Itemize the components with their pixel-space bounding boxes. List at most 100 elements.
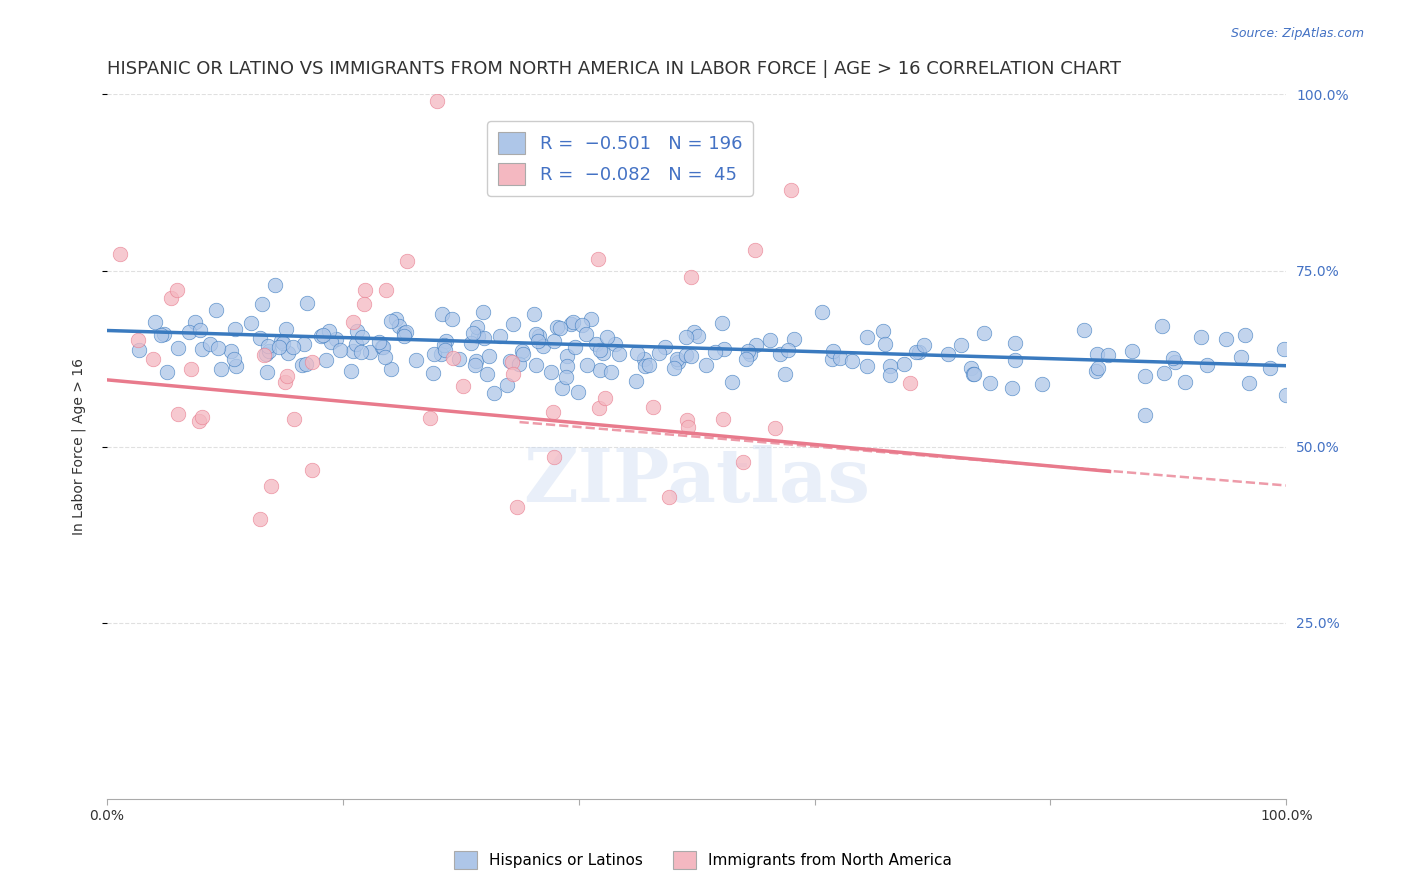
- Point: [156, 365, 179, 379]
- Point: [392, 326, 415, 340]
- Point: [256, 365, 278, 379]
- Point: [633, 351, 655, 366]
- Point: [224, 322, 246, 336]
- Point: [735, 351, 758, 366]
- Point: [523, 307, 546, 321]
- Point: [1215, 332, 1237, 346]
- Point: [745, 338, 768, 352]
- Point: [423, 347, 446, 361]
- Point: [1001, 380, 1024, 394]
- Point: [250, 297, 273, 311]
- Point: [191, 342, 214, 356]
- Point: [711, 412, 734, 426]
- Point: [451, 379, 474, 393]
- Point: [502, 367, 524, 381]
- Text: Source: ZipAtlas.com: Source: ZipAtlas.com: [1230, 27, 1364, 40]
- Point: [769, 346, 792, 360]
- Point: [350, 345, 373, 359]
- Point: [526, 334, 548, 348]
- Point: [254, 347, 277, 361]
- Point: [1121, 344, 1143, 359]
- Point: [609, 347, 631, 361]
- Point: [776, 343, 799, 358]
- Point: [759, 334, 782, 348]
- Point: [543, 334, 565, 349]
- Point: [841, 354, 863, 368]
- Point: [475, 367, 498, 381]
- Point: [856, 359, 879, 373]
- Point: [207, 341, 229, 355]
- Y-axis label: In Labor Force | Age > 16: In Labor Force | Age > 16: [72, 359, 86, 535]
- Point: [1004, 335, 1026, 350]
- Point: [142, 352, 165, 367]
- Point: [1258, 360, 1281, 375]
- Point: [555, 359, 578, 373]
- Point: [773, 367, 796, 381]
- Point: [908, 345, 931, 359]
- Point: [508, 357, 530, 371]
- Point: [127, 334, 149, 348]
- Point: [392, 329, 415, 343]
- Point: [541, 405, 564, 419]
- Point: [1152, 318, 1174, 333]
- Point: [167, 407, 190, 421]
- Text: HISPANIC OR LATINO VS IMMIGRANTS FROM NORTH AMERICA IN LABOR FORCE | AGE > 16 CO: HISPANIC OR LATINO VS IMMIGRANTS FROM NO…: [107, 60, 1121, 78]
- Point: [662, 361, 685, 376]
- Point: [821, 344, 844, 359]
- Point: [271, 335, 294, 350]
- Point: [1073, 323, 1095, 337]
- Point: [1153, 367, 1175, 381]
- Point: [711, 317, 734, 331]
- Point: [395, 325, 418, 339]
- Point: [354, 283, 377, 297]
- Point: [309, 328, 332, 343]
- Point: [353, 297, 375, 311]
- Point: [283, 412, 305, 426]
- Point: [388, 319, 411, 334]
- Point: [821, 351, 844, 366]
- Point: [596, 329, 619, 343]
- Point: [531, 339, 554, 353]
- Point: [374, 351, 396, 365]
- Point: [274, 375, 297, 389]
- Point: [342, 343, 364, 358]
- Point: [496, 378, 519, 392]
- Point: [205, 303, 228, 318]
- Point: [371, 340, 394, 354]
- Point: [225, 359, 247, 374]
- Point: [686, 329, 709, 343]
- Point: [679, 270, 702, 285]
- Point: [342, 315, 364, 329]
- Point: [524, 326, 547, 341]
- Point: [546, 319, 568, 334]
- Point: [368, 335, 391, 350]
- Point: [291, 358, 314, 372]
- Point: [177, 325, 200, 339]
- Point: [295, 296, 318, 310]
- Point: [429, 347, 451, 361]
- Point: [434, 334, 457, 348]
- Point: [167, 341, 190, 355]
- Point: [315, 352, 337, 367]
- Point: [1230, 350, 1253, 364]
- Point: [626, 374, 648, 388]
- Point: [489, 329, 512, 343]
- Point: [675, 329, 697, 343]
- Point: [634, 359, 657, 373]
- Point: [589, 343, 612, 357]
- Point: [301, 355, 323, 369]
- Point: [256, 339, 278, 353]
- Point: [527, 329, 550, 343]
- Point: [733, 454, 755, 468]
- Point: [555, 370, 578, 384]
- Point: [603, 336, 626, 351]
- Point: [160, 291, 183, 305]
- Point: [350, 329, 373, 343]
- Point: [571, 318, 593, 332]
- Point: [200, 337, 222, 351]
- Point: [219, 344, 242, 359]
- Point: [484, 386, 506, 401]
- Point: [224, 352, 246, 367]
- Point: [564, 340, 586, 354]
- Point: [560, 317, 582, 331]
